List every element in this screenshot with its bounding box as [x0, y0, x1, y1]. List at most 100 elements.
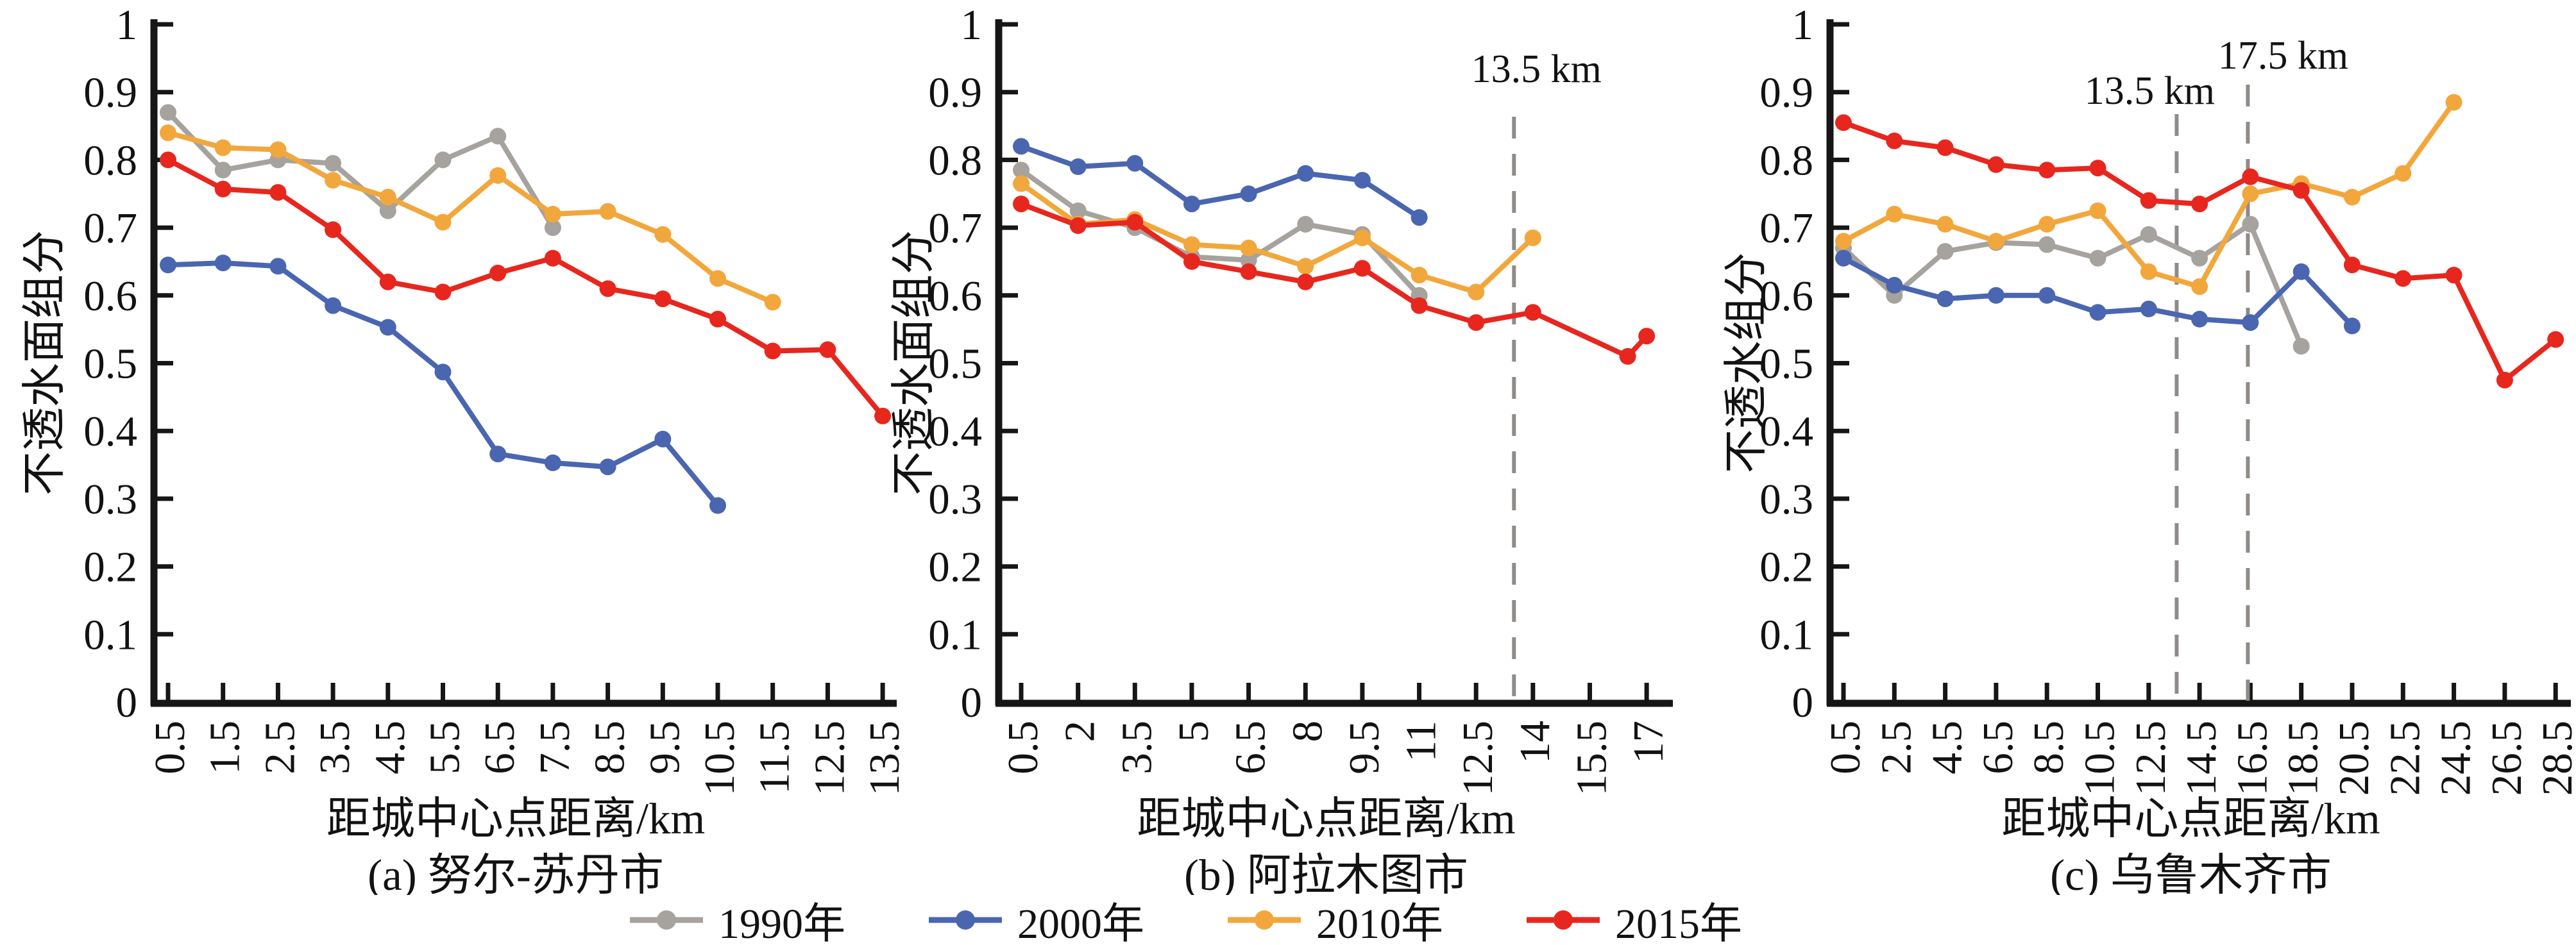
y-tick-label: 0.5 — [83, 340, 137, 388]
x-tick-label: 2.5 — [256, 721, 303, 774]
y-tick-label: 0.1 — [83, 611, 137, 658]
series-point-2015年 — [2140, 192, 2157, 209]
series-point-1990年 — [2191, 249, 2208, 267]
series-point-2015年 — [544, 249, 561, 267]
x-axis-title: 距城中心点距离/km — [326, 794, 705, 843]
annotation-label: 13.5 km — [1471, 47, 1602, 91]
annotation-label: 13.5 km — [2085, 69, 2215, 113]
series-point-2000年 — [489, 446, 507, 463]
y-tick-label: 0.4 — [928, 408, 982, 455]
series-point-2000年 — [544, 454, 561, 471]
y-tick-label: 0.7 — [928, 205, 982, 252]
series-point-2015年 — [874, 407, 892, 424]
y-axis-title: 不透水组分 — [1722, 253, 1770, 474]
panel-caption: (c) 乌鲁木齐市 — [2050, 851, 2332, 895]
series-point-2000年 — [1183, 196, 1200, 213]
series-point-1990年 — [379, 202, 396, 219]
series-point-2010年 — [214, 139, 232, 156]
series-point-2015年 — [2242, 168, 2259, 185]
y-tick-label: 1 — [1792, 1, 1814, 49]
x-tick-label: 4.5 — [1924, 721, 1971, 774]
series-point-2010年 — [379, 188, 396, 206]
series-point-2015年 — [1297, 273, 1314, 290]
series-point-2000年 — [709, 497, 726, 514]
x-tick-label: 22.5 — [2381, 721, 2428, 796]
x-tick-label: 1.5 — [201, 721, 249, 774]
series-point-2015年 — [2344, 256, 2360, 274]
series-point-1990年 — [2089, 249, 2106, 267]
line-charts-canvas: 00.10.20.30.40.50.60.70.80.910.5 1.5 2.5 3.… — [20, 1, 2576, 895]
series-point-2015年 — [1411, 297, 1428, 314]
series-point-2015年 — [1619, 347, 1636, 365]
series-point-2015年 — [1987, 156, 2004, 173]
series-point-2015年 — [2292, 182, 2310, 199]
y-tick-label: 1 — [961, 1, 983, 49]
series-line-2015年 — [165, 157, 886, 419]
x-tick-label: 6.5 — [1974, 721, 2022, 774]
series-point-2010年 — [434, 213, 452, 231]
series-point-2010年 — [1183, 236, 1200, 253]
x-tick-label: 8.5 — [586, 721, 634, 774]
series-point-2010年 — [269, 141, 287, 158]
y-tick-label: 0.9 — [1759, 69, 1813, 117]
y-tick-label: 0 — [116, 679, 138, 726]
y-tick-label: 0.3 — [83, 476, 137, 523]
y-tick-label: 0.5 — [928, 340, 982, 388]
y-tick-label: 0.1 — [1759, 611, 1813, 658]
series-point-2015年 — [599, 280, 616, 297]
annotation-label: 17.5 km — [2218, 34, 2348, 78]
series-point-2010年 — [1835, 233, 1852, 250]
x-tick-label: 16.5 — [2228, 721, 2276, 796]
legend-label: 2000年 — [1017, 901, 1144, 945]
series-point-2010年 — [1297, 258, 1314, 275]
series-point-2010年 — [654, 226, 672, 243]
y-tick-label: 0.6 — [83, 272, 137, 320]
series-point-2000年 — [2140, 300, 2157, 317]
series-point-2015年 — [654, 290, 672, 308]
series-point-2015年 — [1886, 132, 1903, 149]
series-point-2015年 — [1936, 139, 1954, 156]
series-point-1990年 — [434, 151, 452, 169]
series-point-2015年 — [1835, 114, 1852, 131]
series-point-2000年 — [1297, 165, 1314, 182]
x-tick-label: 0.5 — [146, 721, 194, 774]
x-tick-label: 0.5 — [999, 721, 1047, 774]
series-point-2000年 — [269, 258, 287, 275]
series-point-2015年 — [325, 221, 342, 238]
y-tick-label: 1 — [116, 1, 138, 49]
series-point-2000年 — [434, 364, 452, 381]
legend-item-2010: 2010年 — [1226, 889, 1443, 945]
series-point-2010年 — [544, 206, 561, 222]
series-point-2010年 — [2089, 202, 2106, 219]
x-axis-title: 距城中心点距离/km — [2001, 794, 2380, 843]
series-point-1990年 — [2140, 226, 2157, 243]
x-tick-label: 28.5 — [2534, 721, 2576, 796]
x-tick-label: 3.5 — [1113, 721, 1160, 774]
y-tick-label: 0.8 — [928, 137, 982, 184]
series-point-2015年 — [2394, 270, 2412, 287]
series-point-1990年 — [1240, 251, 1257, 269]
x-tick-label: 11.5 — [751, 721, 799, 794]
series-point-2015年 — [379, 273, 396, 290]
series-point-2015年 — [2445, 267, 2462, 284]
x-tick-label: 0.5 — [1822, 721, 1869, 774]
chart-panel-b: 0 0.1 0.2 0.3 0.4 0.5 0.6 0.7 0.8 0.9 1 0.5 2 3.5 5 6.5… — [889, 1, 1673, 895]
series-point-2010年 — [2344, 188, 2360, 206]
y-tick-label: 0.3 — [928, 476, 982, 523]
series-point-2010年 — [2191, 278, 2208, 296]
legend-item-2000: 2000年 — [928, 889, 1144, 945]
x-tick-label: 24.5 — [2432, 721, 2480, 796]
series-point-2010年 — [709, 270, 726, 287]
series-point-2000年 — [1411, 209, 1428, 226]
x-tick-label: 18.5 — [2280, 721, 2327, 796]
legend-label: 1990年 — [718, 901, 845, 945]
x-tick-label: 10.5 — [696, 721, 743, 796]
series-point-2015年 — [2038, 162, 2056, 179]
chart-panel-c: 00.10.20.30.40.50.60.70.80.910.5 2.5 4.5 6.… — [1722, 1, 2576, 895]
series-point-2015年 — [764, 342, 781, 360]
series-line-2000年 — [1019, 144, 1422, 221]
series-point-2015年 — [160, 151, 176, 169]
series-point-2010年 — [1468, 283, 1485, 301]
series-point-1990年 — [160, 104, 176, 121]
series-point-1990年 — [2292, 338, 2310, 355]
